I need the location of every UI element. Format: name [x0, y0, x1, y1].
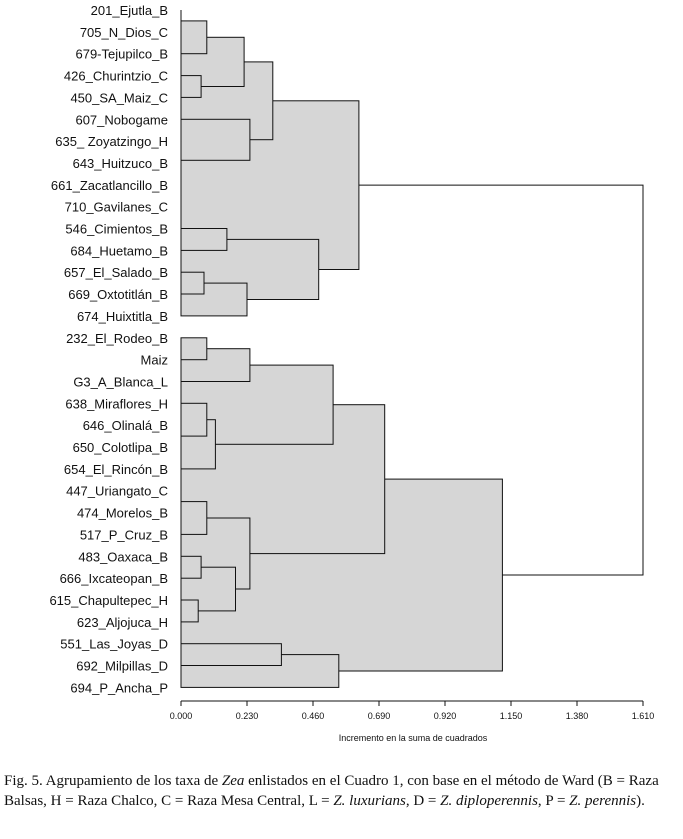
leaf-label: 692_Milpillas_D — [76, 659, 168, 674]
x-tick-label: 1.610 — [632, 711, 655, 721]
caption-italic-luxurians: Z. luxurians — [333, 793, 406, 809]
cluster-n8 — [180, 118, 251, 161]
leaf-label: 201_Ejutla_B — [91, 3, 168, 18]
leaf-label: 669_Oxtotitlán_B — [68, 287, 168, 302]
leaf-label: 694_P_Ancha_P — [70, 680, 168, 695]
leaf-label: 615_Chapultepec_H — [49, 593, 168, 608]
caption-italic-zea: Zea — [221, 773, 245, 789]
caption-text-3: , D = — [405, 793, 441, 809]
leaf-label: 623_Aljojuca_H — [77, 615, 168, 630]
x-tick-label: 0.460 — [302, 711, 325, 721]
leaf-label: 650_Colotlipa_B — [73, 440, 168, 455]
cluster-n28 — [180, 643, 282, 667]
cluster-boxes — [180, 10, 644, 688]
cluster-n15 — [180, 337, 208, 361]
dendrogram-chart: 201_Ejutla_B 705_N_Dios_C 679-Tejupilco_B 4… — [49, 3, 655, 743]
leaf-labels: 201_Ejutla_B 705_N_Dios_C 679-Tejupilco_B 4… — [49, 3, 168, 695]
leaf-label: 684_Huetamo_B — [70, 243, 168, 258]
x-tick-label: 0.230 — [236, 711, 259, 721]
caption-text-2: enlistados en el Cuadro 1, con base en e… — [4, 773, 659, 809]
leaf-label: 474_Morelos_B — [77, 506, 168, 521]
x-axis-title: Incremento en la suma de cuadrados — [339, 733, 488, 743]
leaf-label: 643_Huitzuco_B — [73, 156, 168, 171]
cluster-n3 — [180, 75, 202, 98]
x-tick-label: 0.920 — [434, 711, 457, 721]
cluster-n18 — [180, 402, 208, 437]
cluster-n10 — [180, 228, 228, 251]
leaf-label: 705_N_Dios_C — [80, 25, 168, 40]
cluster-n24 — [180, 599, 199, 623]
leaf-label: 674_Huixtitla_B — [77, 309, 168, 324]
x-axis: 0.000 0.230 0.460 0.690 0.920 1.150 1.380 1.610 — [170, 700, 655, 721]
caption-italic-perennis: Z. perennis — [569, 793, 637, 809]
caption-italic-diploperennis: Z. diploperennis — [440, 793, 538, 809]
leaf-label: 679-Tejupilco_B — [75, 47, 168, 62]
x-tick-label: 1.150 — [500, 711, 523, 721]
leaf-label: 710_Gavilanes_C — [65, 200, 168, 215]
leaf-label: 426_Churintzio_C — [64, 69, 168, 84]
x-tick-label: 0.000 — [170, 711, 193, 721]
leaf-label: G3_A_Blanca_L — [73, 374, 168, 389]
leaf-label: 517_P_Cruz_B — [80, 527, 168, 542]
cluster-n22 — [180, 501, 208, 535]
leaf-label: 635_ Zoyatzingo_H — [55, 134, 168, 149]
x-tick-label: 1.380 — [566, 711, 589, 721]
cluster-n31-bracket — [358, 184, 644, 576]
leaf-label: 450_SA_Maiz_C — [70, 90, 168, 105]
caption-text-1: Fig. 5. Agrupamiento de los taxa de — [4, 773, 222, 789]
figure-caption: Fig. 5. Agrupamiento de los taxa de Zea … — [4, 771, 680, 811]
caption-text-4: , P = — [537, 793, 570, 809]
leaf-label: 551_Las_Joyas_D — [60, 637, 168, 652]
leaf-label: 638_Miraflores_H — [65, 396, 168, 411]
leaf-label: 657_El_Salado_B — [64, 265, 168, 280]
leaf-label: 666_Ixcateopan_B — [60, 571, 168, 586]
leaf-label: 646_Olinalá_B — [83, 418, 168, 433]
leaf-label: Maiz — [141, 353, 168, 368]
leaf-label: 654_El_Rincón_B — [64, 462, 168, 477]
leaf-label: 447_Uriangato_C — [66, 484, 168, 499]
cluster-n23 — [180, 555, 202, 579]
leaf-label: 546_Cimientos_B — [65, 222, 168, 237]
leaf-label: 607_Nobogame — [75, 112, 168, 127]
caption-text-5: ). — [636, 793, 645, 809]
x-tick-label: 0.690 — [368, 711, 391, 721]
leaf-label: 483_Oaxaca_B — [78, 549, 168, 564]
leaf-label: 661_Zacatlancillo_B — [51, 178, 168, 193]
cluster-n11 — [180, 271, 205, 295]
leaf-label: 232_El_Rodeo_B — [66, 331, 168, 346]
cluster-n2 — [180, 20, 208, 55]
